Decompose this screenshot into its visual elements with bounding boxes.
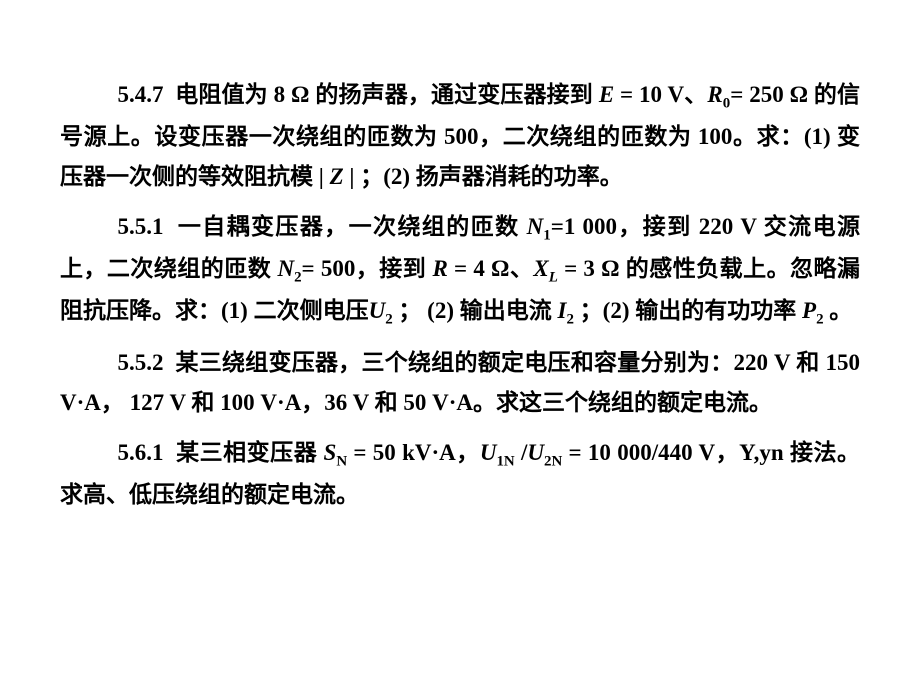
var-N2: N	[277, 256, 294, 281]
var-P2: P	[802, 298, 816, 323]
var-R: R	[432, 256, 447, 281]
problem-5-6-1: 5.6.1 某三相变压器 SN = 50 kV·A，U1N /U2N = 10 …	[60, 433, 860, 515]
text: | ；(2) 扬声器消耗的功率。	[344, 164, 623, 189]
problem-number: 5.4.7	[118, 82, 164, 107]
var-E: E	[599, 82, 614, 107]
problem-number: 5.5.2	[118, 350, 164, 375]
sub-L: L	[549, 270, 558, 286]
text: 电阻值为 8 Ω 的扬声器，通过变压器接到	[175, 82, 599, 107]
text: 。	[824, 298, 853, 323]
var-N1: N	[527, 214, 544, 239]
page: 5.4.7 电阻值为 8 Ω 的扬声器，通过变压器接到 E = 10 V、R0=…	[0, 0, 920, 565]
text: ； (2) 输出电流	[393, 298, 558, 323]
sub-1: 1	[543, 228, 550, 244]
sub-N: N	[336, 454, 347, 470]
text: = 4 Ω、	[448, 256, 534, 281]
sub-2b: 2	[385, 311, 392, 327]
sub-2c: 2	[566, 311, 573, 327]
sub-1N: 1N	[496, 454, 514, 470]
text: /	[515, 440, 528, 465]
var-SN: S	[324, 440, 337, 465]
var-R0: R	[707, 82, 722, 107]
var-U2N: U	[527, 440, 544, 465]
var-U1N: U	[480, 440, 497, 465]
text: = 50 kV·A，	[347, 440, 480, 465]
var-U2: U	[369, 298, 386, 323]
text: 一自耦变压器，一次绕组的匝数	[178, 214, 527, 239]
text: = 10 V、	[614, 82, 707, 107]
text: = 500，接到	[302, 256, 433, 281]
problem-5-5-1: 5.5.1 一自耦变压器，一次绕组的匝数 N1=1 000，接到 220 V 交…	[60, 207, 860, 332]
problem-5-4-7: 5.4.7 电阻值为 8 Ω 的扬声器，通过变压器接到 E = 10 V、R0=…	[60, 75, 860, 197]
text: 某三相变压器	[176, 440, 323, 465]
text: ；(2) 输出的有功功率	[574, 298, 802, 323]
sub-2d: 2	[816, 311, 823, 327]
problem-5-5-2: 5.5.2 某三绕组变压器，三个绕组的额定电压和容量分别为：220 V 和 15…	[60, 343, 860, 424]
problem-number: 5.6.1	[118, 440, 164, 465]
var-Z: Z	[330, 164, 344, 189]
var-XL: X	[533, 256, 548, 281]
sub-2N: 2N	[544, 454, 562, 470]
sub-2: 2	[294, 270, 301, 286]
problem-number: 5.5.1	[118, 214, 164, 239]
text: 某三绕组变压器，三个绕组的额定电压和容量分别为：220 V 和 150 V·A，…	[60, 350, 860, 415]
